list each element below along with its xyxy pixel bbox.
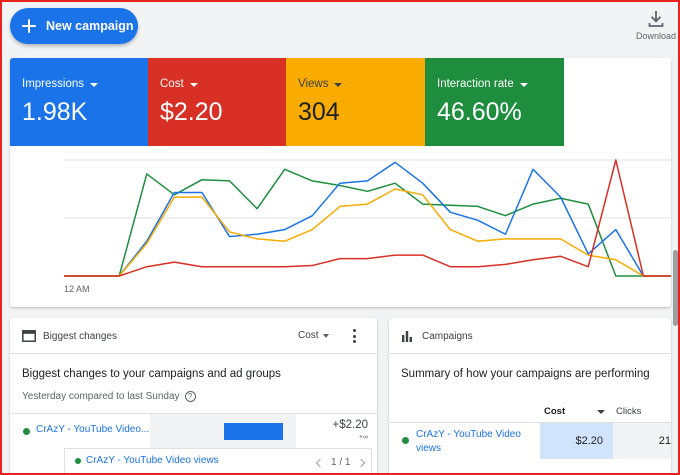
metric-value: 304 [298, 98, 340, 126]
bar-chart-icon [402, 331, 412, 342]
series-line-3 [64, 188, 671, 277]
card-subtitle: Biggest changes to your campaigns and ad… [22, 368, 281, 380]
performance-card: Impressions 1.98K Cost $2.20 Views 304 I… [10, 58, 671, 307]
campaign-link[interactable]: CrAzY - YouTube Video views [86, 455, 219, 466]
status-dot-icon [402, 437, 409, 444]
metric-label: Interaction rate [437, 78, 514, 90]
metric-value: 46.60% [437, 98, 522, 126]
caret-down-icon [322, 333, 329, 338]
metric-views[interactable]: Views 304 [286, 58, 425, 146]
chart-grid [64, 159, 671, 219]
card-subtitle: Summary of how your campaigns are perfor… [401, 368, 650, 380]
plus-icon [22, 19, 36, 33]
change-percent: +∞ [358, 434, 368, 441]
series-line-2 [64, 161, 671, 277]
metric-dropdown-value: Cost [298, 330, 319, 341]
x-tick-label: 12 AM [64, 284, 90, 294]
new-campaign-label: New campaign [46, 19, 134, 33]
series-line-4 [64, 159, 671, 277]
metric-label: Views [298, 78, 329, 90]
divider [389, 422, 671, 423]
metric-value: 1.98K [22, 98, 88, 126]
change-bar [224, 423, 283, 440]
metric-interaction-rate[interactable]: Interaction rate 46.60% [425, 58, 564, 146]
metric-dropdown[interactable]: Cost [298, 330, 329, 341]
performance-line-chart [64, 159, 671, 277]
table-row: CrAzY - YouTube Video views $2.20 21 [389, 423, 671, 461]
changes-icon [22, 330, 36, 342]
clicks-cell: 21 [613, 423, 671, 459]
help-icon[interactable]: ? [184, 391, 196, 402]
caret-down-icon [334, 82, 343, 87]
status-dot-icon [75, 458, 81, 464]
page-indicator: 1 / 1 [331, 457, 351, 468]
table-row: CrAzY - YouTube Video... +$2.20 +∞ [10, 413, 377, 448]
campaign-link[interactable]: CrAzY - YouTube Video... [36, 424, 150, 435]
card-title: Biggest changes [43, 331, 117, 342]
metric-cost[interactable]: Cost $2.20 [148, 58, 286, 146]
caret-down-icon [189, 82, 198, 87]
chevron-left-icon[interactable] [315, 458, 325, 467]
chevron-right-icon[interactable] [357, 458, 366, 467]
card-header: Biggest changes Cost [10, 318, 377, 354]
expanded-row: CrAzY - YouTube Video views 1 / 1 [64, 448, 372, 475]
card-header: Campaigns [389, 318, 671, 354]
campaigns-card: Campaigns Summary of how your campaigns … [389, 318, 671, 475]
sort-caret-icon[interactable] [597, 410, 605, 414]
cost-cell: $2.20 [540, 423, 613, 459]
download-button[interactable]: Download [634, 10, 678, 44]
column-header-cost[interactable]: Cost [544, 406, 566, 417]
download-label: Download [636, 31, 677, 41]
caret-down-icon [90, 82, 98, 87]
campaign-link[interactable]: CrAzY - YouTube Video views [416, 429, 521, 454]
chart-series [64, 159, 671, 277]
change-value: +$2.20 [332, 419, 369, 431]
series-line-1 [64, 168, 671, 277]
metric-impressions[interactable]: Impressions 1.98K [10, 58, 148, 146]
status-dot-icon [23, 428, 30, 435]
metric-label: Cost [160, 78, 184, 90]
change-bar-track [150, 414, 296, 448]
cost-value: $2.20 [575, 435, 603, 447]
clicks-value: 21 [658, 435, 671, 447]
biggest-changes-card: Biggest changes Cost Biggest changes to … [10, 318, 377, 475]
more-options-icon[interactable] [348, 328, 360, 344]
comparison-note: Yesterday compared to last Sunday ? [22, 391, 196, 402]
metric-value: $2.20 [160, 98, 223, 126]
comparison-note-text: Yesterday compared to last Sunday [22, 391, 180, 402]
card-title: Campaigns [422, 331, 473, 342]
scrollbar-thumb[interactable] [673, 250, 678, 326]
caret-down-icon [519, 82, 528, 87]
column-header-clicks[interactable]: Clicks [616, 406, 642, 417]
metric-label: Impressions [22, 78, 84, 90]
download-icon [648, 11, 664, 27]
pagination: 1 / 1 [315, 457, 366, 468]
new-campaign-button[interactable]: New campaign [10, 8, 138, 44]
